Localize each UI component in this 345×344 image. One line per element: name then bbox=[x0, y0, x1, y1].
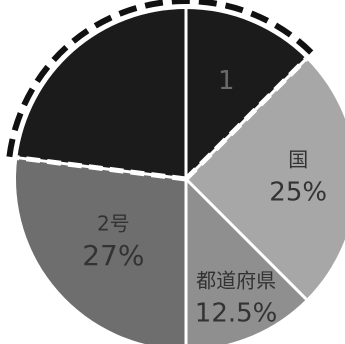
pie-slice-2 bbox=[186, 179, 307, 344]
slice-name-label: 2号 bbox=[97, 212, 130, 236]
pie-slice-1 bbox=[186, 58, 345, 300]
pie-slices-layer bbox=[15, 9, 345, 344]
highlight-outline-edge-1 bbox=[184, 57, 308, 181]
slice-name-label: 都道府県 bbox=[196, 268, 276, 292]
pie-separator-2 bbox=[184, 177, 308, 301]
slice-value-label: 27% bbox=[82, 239, 144, 272]
highlight-outline-arc bbox=[6, 0, 314, 158]
slice-name-label: 国 bbox=[288, 148, 308, 172]
pie-slice-0 bbox=[186, 9, 307, 179]
pie-highlight-outline-layer bbox=[6, 0, 314, 182]
pie-labels-layer: 1 国 25% 都道府県 12.5% 2号 27% bbox=[82, 66, 327, 328]
pie-slice-4 bbox=[17, 9, 186, 179]
pie-slice-3 bbox=[15, 157, 186, 344]
slice-partial-label: 1 bbox=[218, 66, 235, 96]
highlight-outline-edge-0 bbox=[17, 155, 187, 182]
slice-value-label: 25% bbox=[269, 178, 327, 208]
slice-value-label: 12.5% bbox=[195, 298, 278, 328]
